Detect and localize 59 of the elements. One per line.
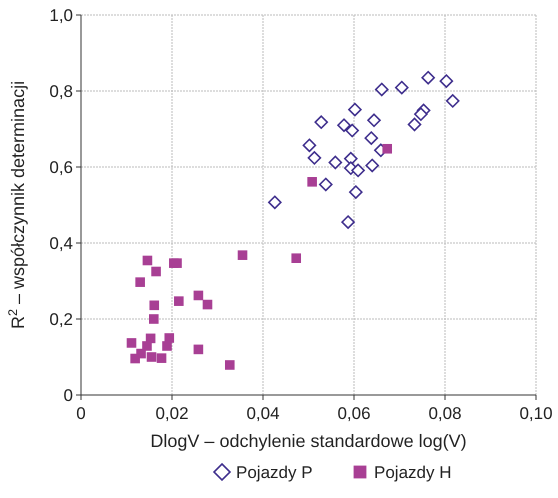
point [421, 70, 435, 84]
y-tick-label: 1,0 [49, 6, 73, 25]
point [172, 258, 182, 268]
point [156, 353, 166, 363]
x-tick-label: 0 [76, 404, 86, 423]
x-tick-label: 0,10 [519, 404, 553, 423]
point [202, 300, 212, 310]
point [446, 94, 460, 108]
point [374, 82, 389, 96]
point [130, 354, 140, 364]
x-tick-label: 0,08 [428, 404, 462, 423]
point [348, 102, 362, 116]
point [142, 341, 152, 351]
y-tick-label: 0,4 [49, 234, 73, 253]
x-axis-title: DlogV – odchylenie standardowe log(V) [150, 431, 467, 451]
point [440, 74, 454, 88]
point [382, 144, 392, 154]
x-tick-label: 0,02 [155, 404, 189, 423]
point [291, 253, 302, 263]
legend-label: Pojazdy H [374, 463, 452, 482]
point [194, 290, 204, 300]
point [344, 152, 358, 166]
point [351, 164, 365, 178]
point [174, 296, 184, 306]
point [302, 138, 316, 152]
y-tick-label: 0,2 [49, 310, 73, 329]
point [408, 118, 422, 132]
point [268, 196, 282, 210]
point [341, 215, 355, 229]
point [308, 151, 322, 165]
x-tick-label: 0,06 [337, 404, 371, 423]
x-tick-label: 0,04 [246, 404, 280, 423]
point [135, 277, 145, 287]
point [149, 314, 159, 324]
point [318, 178, 333, 192]
point [349, 185, 363, 199]
point [314, 115, 328, 129]
point [365, 158, 379, 172]
y-tick-label: 0 [64, 386, 73, 405]
point [364, 131, 378, 145]
point [194, 344, 204, 354]
point [328, 156, 342, 170]
point [151, 266, 161, 276]
point [149, 300, 160, 310]
point [142, 256, 152, 266]
point [394, 80, 409, 94]
point [337, 118, 351, 132]
point [146, 352, 156, 362]
y-tick-label: 0,6 [49, 158, 73, 177]
y-tick-label: 0,8 [49, 82, 73, 101]
point [224, 360, 235, 370]
point [414, 107, 428, 121]
legend-label: Pojazdy P [236, 463, 313, 482]
point [367, 113, 381, 128]
point [345, 124, 359, 138]
point [162, 341, 172, 351]
point [238, 250, 248, 260]
point [307, 177, 317, 187]
point [126, 338, 136, 348]
